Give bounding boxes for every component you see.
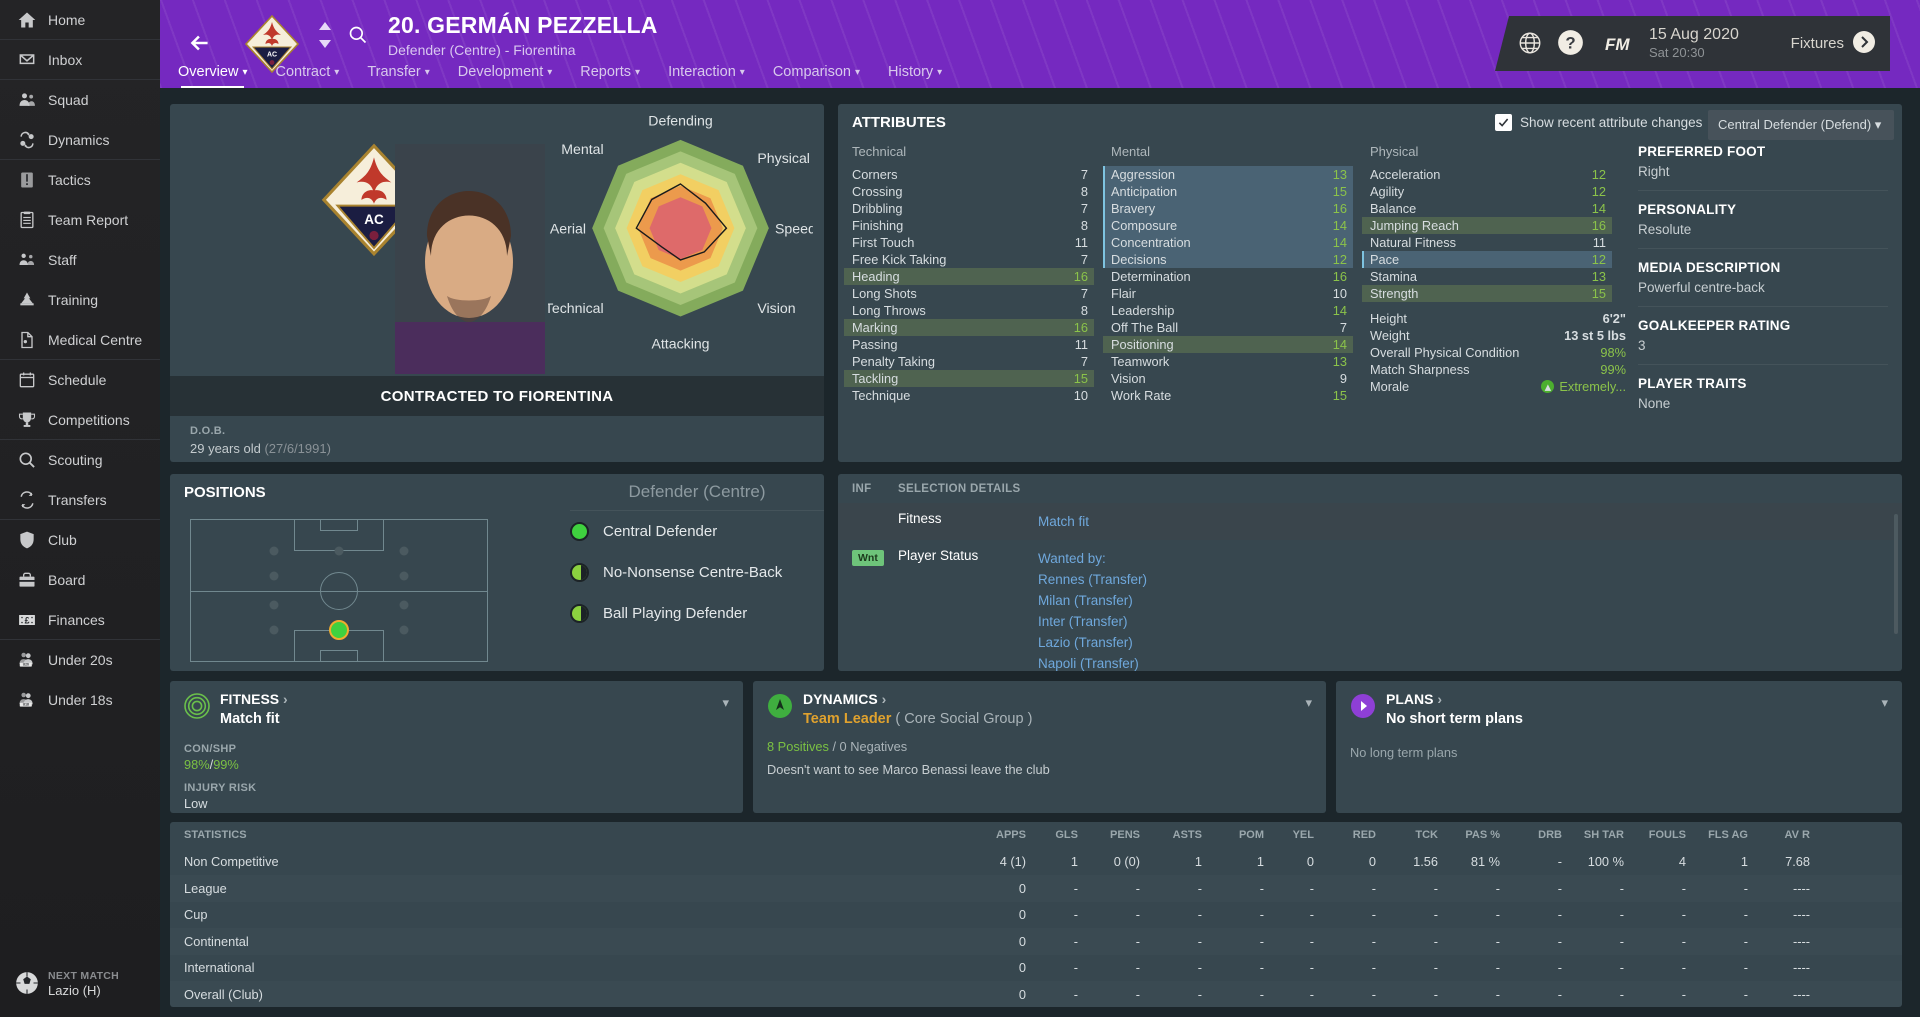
svg-text:£: £ xyxy=(25,615,30,625)
svg-text:U20: U20 xyxy=(23,663,29,667)
svg-text:Physical: Physical xyxy=(757,150,810,166)
svg-text:Speed: Speed xyxy=(775,220,813,236)
svg-text:Vision: Vision xyxy=(757,300,795,316)
svg-text:AC: AC xyxy=(364,212,384,227)
svg-text:Attacking: Attacking xyxy=(651,335,709,351)
svg-text:?: ? xyxy=(1565,34,1575,53)
svg-text:Defending: Defending xyxy=(648,113,712,129)
svg-text:Aerial: Aerial xyxy=(550,220,586,236)
svg-text:U18: U18 xyxy=(23,703,29,707)
svg-text:Mental: Mental xyxy=(561,141,603,157)
svg-text:Technical: Technical xyxy=(548,300,604,316)
